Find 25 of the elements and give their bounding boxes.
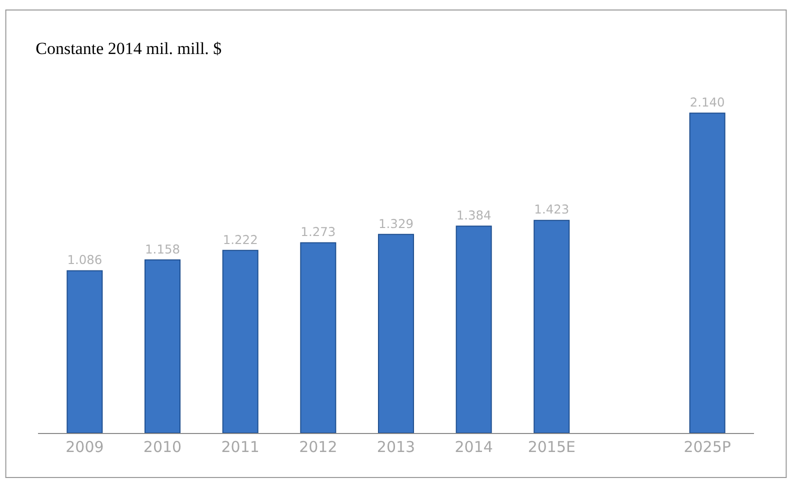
- bar: [689, 112, 726, 433]
- bar: [144, 259, 181, 433]
- bar: [300, 242, 336, 433]
- data-label: 1.384: [456, 208, 492, 223]
- x-tick-label: 2014: [454, 438, 493, 456]
- bar: [456, 226, 492, 433]
- x-tick-label: 2013: [376, 438, 416, 456]
- data-label: 1.086: [67, 253, 102, 268]
- data-label: 1.273: [300, 225, 336, 240]
- bar: [222, 250, 258, 433]
- data-label: 1.329: [378, 216, 414, 231]
- x-tick-label: 2015E: [528, 438, 576, 456]
- bar: [66, 270, 103, 433]
- x-tick-label: 2010: [143, 438, 182, 456]
- data-label: 2.140: [690, 96, 725, 110]
- x-tick-label: 2009: [66, 438, 104, 456]
- x-tick-label: 2012: [299, 438, 338, 456]
- data-label: 1.158: [145, 242, 180, 256]
- bar: [378, 234, 414, 433]
- bar: [534, 220, 570, 433]
- chart-title: Constante 2014 mil. mill. $: [36, 38, 222, 58]
- x-tick-label: 2011: [221, 438, 260, 456]
- x-tick-label: 2025P: [684, 438, 731, 456]
- data-label: 1.423: [534, 202, 570, 217]
- data-label: 1.222: [222, 232, 258, 247]
